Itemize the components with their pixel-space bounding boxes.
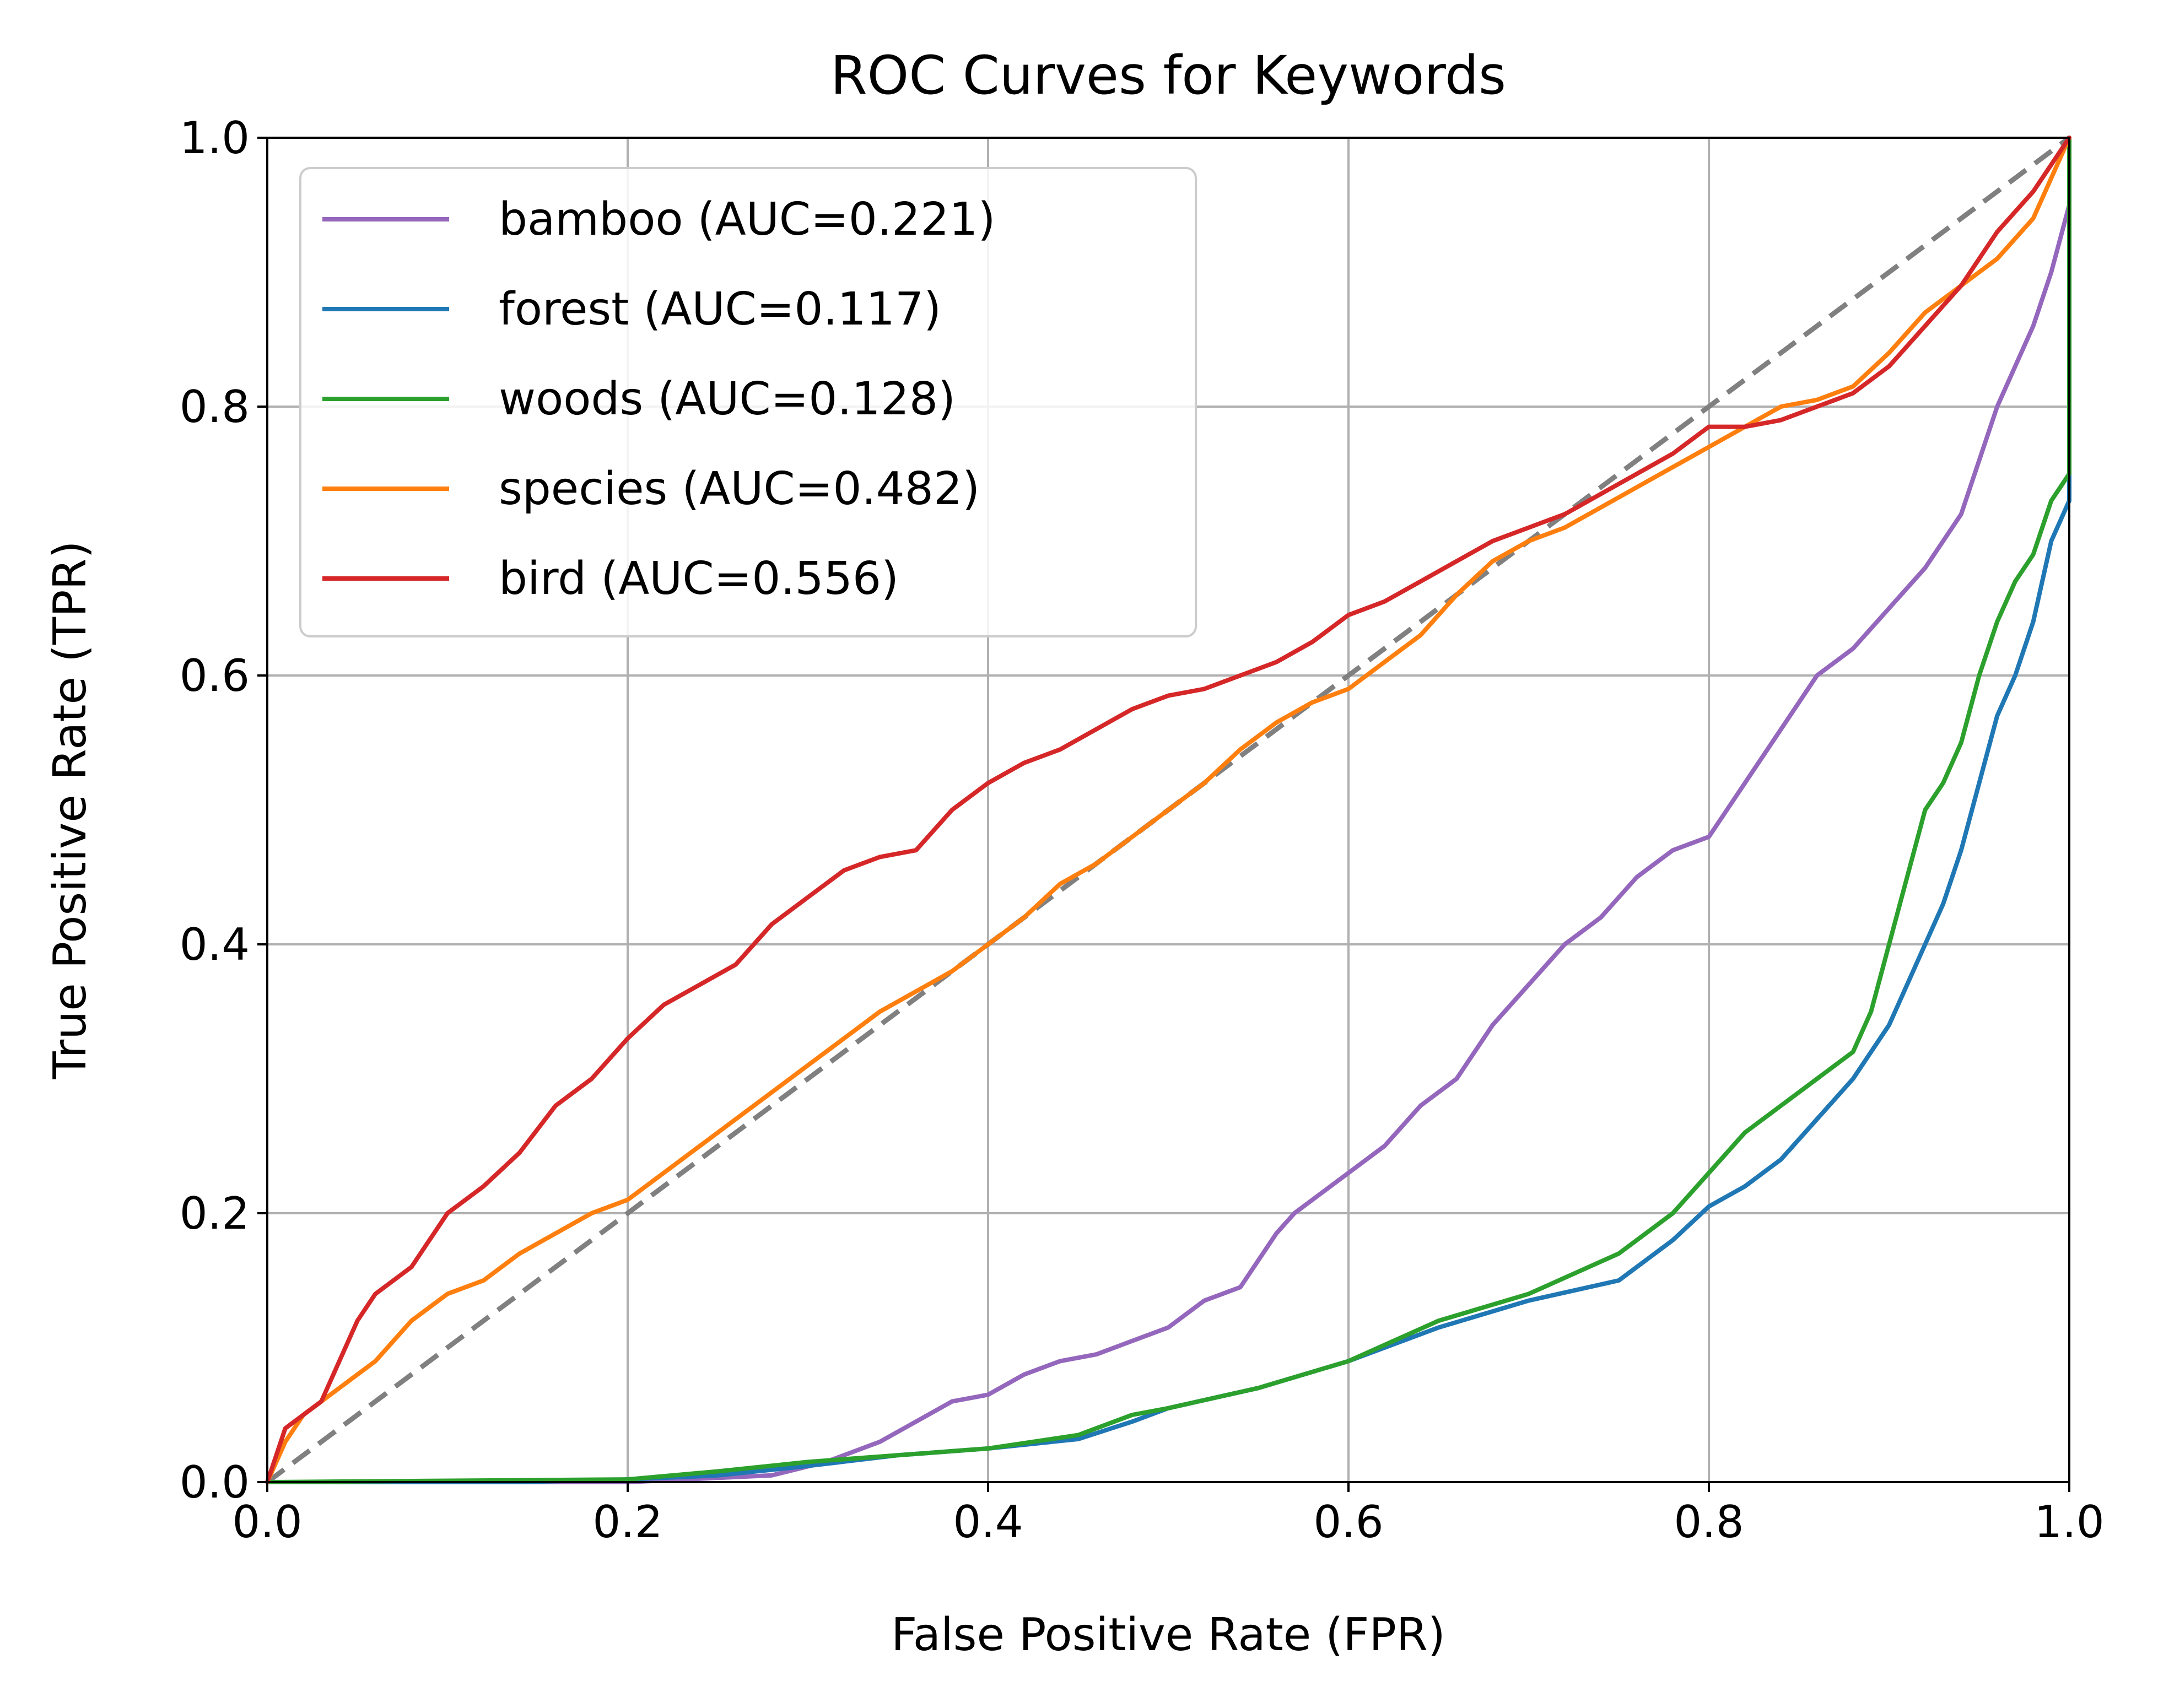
legend-box [299,167,1197,637]
legend-label: bird (AUC=0.556) [499,553,899,605]
legend-label: bamboo (AUC=0.221) [499,193,995,246]
y-axis-label: True Positive Rate (TPR) [44,541,96,1080]
legend-label: woods (AUC=0.128) [499,373,956,425]
series-line-2 [265,136,2071,1484]
series-line-3 [265,136,2071,1484]
series-lines [265,136,2071,1484]
x-tick-label: 1.0 [2034,1496,2104,1548]
x-tick-label: 0.2 [592,1496,662,1548]
chart-title: ROC Curves for Keywords [830,45,1506,106]
y-tick-label: 0.6 [180,650,250,701]
x-tick-label: 0.6 [1313,1496,1383,1548]
y-tick-label: 0.8 [180,381,250,433]
x-axis-label: False Positive Rate (FPR) [891,1609,1445,1661]
legend-label: forest (AUC=0.117) [499,283,941,336]
y-tick-label: 0.4 [180,919,250,970]
x-tick-label: 0.0 [232,1496,302,1548]
plot-frame [266,137,2070,1483]
x-tick-label: 0.4 [953,1496,1023,1548]
y-tick-label: 0.0 [180,1457,250,1508]
y-tick-label: 1.0 [180,112,250,164]
legend: bamboo (AUC=0.221) forest (AUC=0.117) wood… [299,167,1197,637]
legend-label: species (AUC=0.482) [499,463,980,515]
y-tick-label: 0.2 [180,1188,250,1239]
series-line-4 [265,136,2071,1484]
series-line-0 [265,203,2071,1484]
x-tick-label: 0.8 [1674,1496,1744,1548]
y-axis-ticks: 0.0 0.2 0.4 0.6 0.8 1.0 [180,112,267,1508]
x-axis-ticks: 0.0 0.2 0.4 0.6 0.8 1.0 [232,1482,2105,1548]
